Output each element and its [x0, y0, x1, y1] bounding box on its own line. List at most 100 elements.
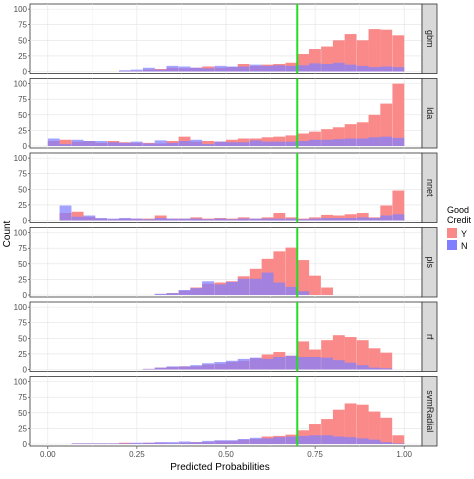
- bar-good-credit-n: [368, 67, 381, 72]
- bar-good-credit-y: [368, 114, 381, 146]
- bar-good-credit-n: [368, 137, 381, 146]
- facet-label-nnet: nnet: [425, 179, 435, 197]
- bar-good-credit-n: [332, 62, 345, 72]
- y-tick-label: 25: [18, 275, 27, 284]
- bar-good-credit-n: [249, 437, 262, 444]
- bar-good-credit-y: [309, 49, 321, 72]
- y-tick-label: 100: [14, 154, 28, 163]
- bar-good-credit-n: [321, 435, 334, 444]
- y-tick-label: 100: [14, 80, 28, 89]
- bar-good-credit-y: [368, 348, 381, 370]
- panel-gbm: 0 25 50 75 100 gbm: [14, 3, 438, 77]
- x-axis-title: Predicted Probabilities: [170, 462, 270, 473]
- bar-good-credit-n: [237, 439, 250, 444]
- bar-good-credit-n: [309, 139, 321, 146]
- legend: Good Credit Y N: [447, 205, 472, 251]
- bar-good-credit-n: [226, 281, 238, 295]
- bar-good-credit-n: [95, 218, 108, 221]
- bar-good-credit-n: [261, 65, 274, 72]
- bar-good-credit-n: [249, 64, 262, 72]
- bar-good-credit-y: [332, 409, 345, 444]
- y-tick-label: 0: [23, 217, 28, 226]
- panel-lda: 0 25 50 75 100 lda: [14, 78, 438, 151]
- bar-good-credit-n: [285, 436, 298, 444]
- bar-good-credit-n: [380, 136, 393, 146]
- bar-good-credit-y: [392, 35, 405, 72]
- bar-good-credit-n: [285, 141, 298, 146]
- x-tick-label: 0.50: [218, 450, 234, 459]
- bar-good-credit-n: [285, 286, 298, 295]
- bar-good-credit-n: [214, 284, 227, 295]
- bar-good-credit-n: [368, 218, 381, 221]
- bar-good-credit-n: [142, 368, 155, 370]
- y-tick-label: 0: [23, 366, 28, 375]
- y-tick-label: 50: [18, 36, 27, 45]
- bar-good-credit-n: [190, 67, 203, 72]
- bar-good-credit-n: [119, 70, 131, 72]
- x-tick-label: 0.75: [307, 450, 323, 459]
- bar-good-credit-n: [190, 139, 203, 146]
- bar-good-credit-n: [190, 218, 203, 221]
- bar-good-credit-n: [309, 218, 321, 221]
- y-tick-label: 25: [18, 126, 27, 135]
- bar-good-credit-n: [273, 437, 286, 444]
- facet-strip: [421, 301, 438, 372]
- y-tick-label: 75: [18, 244, 27, 253]
- bar-good-credit-n: [154, 293, 167, 295]
- bar-good-credit-y: [380, 103, 393, 146]
- bar-good-credit-n: [344, 138, 357, 146]
- bar-good-credit-n: [380, 66, 393, 72]
- bar-good-credit-n: [142, 219, 155, 221]
- legend-label-y: Y: [461, 229, 467, 239]
- bar-good-credit-n: [249, 278, 262, 295]
- bar-good-credit-n: [202, 440, 214, 444]
- y-tick-label: 75: [18, 319, 27, 328]
- panel-rf: 0 25 50 75 100 rf: [14, 301, 438, 375]
- y-tick-label: 75: [18, 95, 27, 104]
- bar-good-credit-n: [237, 278, 250, 295]
- bar-good-credit-n: [166, 293, 179, 295]
- bar-good-credit-y: [344, 34, 357, 72]
- legend-key-n: [447, 240, 457, 250]
- bar-good-credit-y: [356, 122, 369, 146]
- bar-good-credit-y: [285, 247, 298, 295]
- bar-good-credit-n: [273, 218, 286, 221]
- bar-good-credit-n: [95, 141, 108, 146]
- bar-good-credit-n: [249, 357, 262, 370]
- bar-good-credit-y: [392, 190, 405, 221]
- bar-good-credit-n: [154, 442, 167, 444]
- y-tick-label: 100: [14, 5, 28, 14]
- bar-good-credit-n: [392, 443, 405, 444]
- bar-good-credit-n: [214, 362, 227, 370]
- x-tick-label: 1.00: [396, 450, 412, 459]
- bar-good-credit-n: [332, 139, 345, 146]
- y-tick-label: 25: [18, 350, 27, 359]
- bar-good-credit-n: [71, 139, 84, 146]
- bar-good-credit-n: [249, 218, 262, 221]
- y-tick-label: 50: [18, 260, 27, 269]
- bar-good-credit-n: [237, 66, 250, 72]
- y-tick-label: 0: [23, 142, 28, 151]
- bar-good-credit-y: [380, 417, 393, 444]
- bar-good-credit-n: [309, 357, 321, 370]
- y-tick-label: 75: [18, 393, 27, 402]
- bar-good-credit-n: [226, 360, 238, 370]
- bar-good-credit-y: [309, 424, 321, 444]
- bar-good-credit-n: [154, 218, 167, 221]
- bar-good-credit-n: [142, 67, 155, 72]
- facet-strip: [421, 3, 438, 74]
- bar-good-credit-n: [119, 443, 131, 444]
- bar-good-credit-n: [190, 365, 203, 370]
- bar-good-credit-n: [214, 65, 227, 72]
- bar-good-credit-y: [273, 136, 286, 146]
- bar-good-credit-n: [249, 140, 262, 146]
- bar-good-credit-n: [59, 144, 72, 146]
- bar-good-credit-n: [119, 142, 131, 146]
- panel-svmRadial: 0 25 50 75 100 svmRadial 0.00 0.25 0.50 0.75 1.00: [14, 376, 438, 459]
- bar-good-credit-n: [261, 218, 274, 221]
- bar-good-credit-n: [71, 216, 84, 221]
- bar-good-credit-n: [83, 443, 96, 444]
- bar-good-credit-y: [321, 419, 334, 444]
- bar-good-credit-y: [392, 435, 405, 444]
